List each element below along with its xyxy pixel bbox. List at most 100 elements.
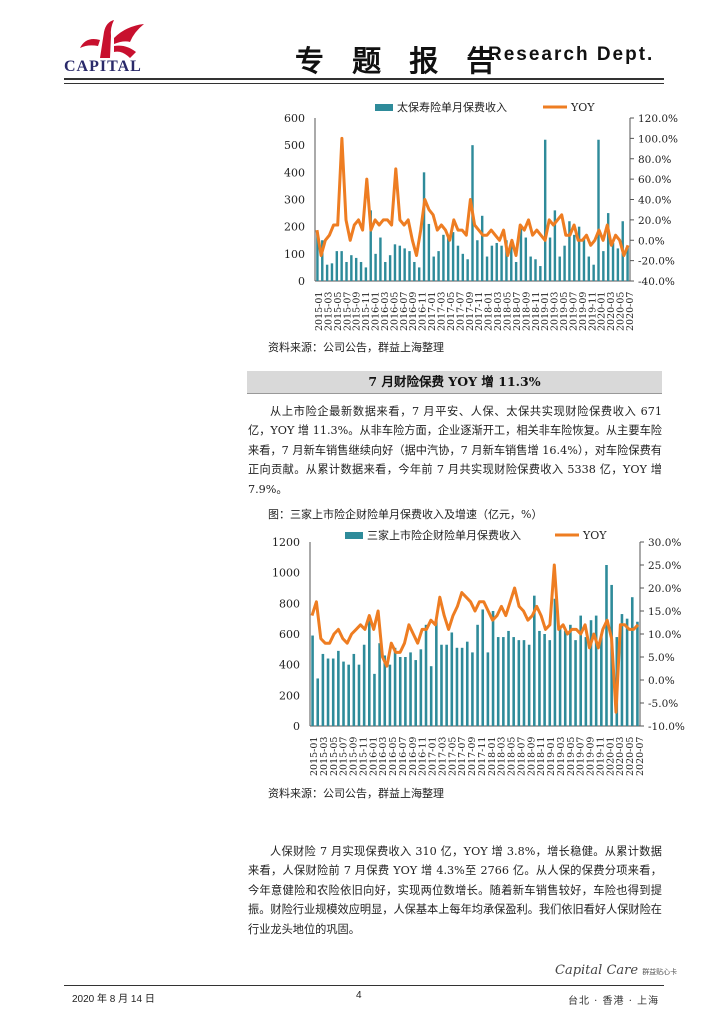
x-tick-label: 2017-01 bbox=[428, 737, 439, 776]
x-tick-label: 2019-01 bbox=[546, 737, 557, 776]
x-tick-label: 2015-09 bbox=[352, 292, 363, 331]
bar bbox=[404, 657, 407, 726]
bar bbox=[337, 650, 340, 726]
x-tick-label: 2019-09 bbox=[578, 292, 589, 331]
y-left-tick-label: 200 bbox=[284, 221, 305, 234]
x-tick-label: 2019-07 bbox=[576, 737, 587, 776]
bar bbox=[466, 259, 469, 281]
x-tick-label: 2017-01 bbox=[427, 292, 438, 331]
bar bbox=[413, 261, 416, 281]
bar bbox=[582, 237, 586, 281]
bar bbox=[587, 256, 591, 281]
x-tick-label: 2020-07 bbox=[635, 737, 646, 776]
bar bbox=[388, 255, 392, 281]
x-tick-label: 2016-11 bbox=[418, 292, 429, 331]
bar bbox=[347, 664, 350, 726]
bar bbox=[606, 213, 610, 281]
header-divider bbox=[64, 78, 664, 80]
bar bbox=[529, 256, 532, 281]
section-heading-text: 7 月财险保费 YOY 增 11.3% bbox=[368, 374, 541, 389]
bar bbox=[491, 611, 495, 726]
department-name: Research Dept. bbox=[488, 44, 655, 65]
y-right-tick-label: 15.0% bbox=[648, 606, 681, 618]
y-right-tick-label: 120.0% bbox=[638, 113, 678, 125]
y-left-tick-label: 1000 bbox=[272, 567, 300, 580]
bar bbox=[393, 647, 397, 726]
legend-bar-label: 三家上市险企财险单月保费收入 bbox=[367, 528, 521, 542]
bar bbox=[548, 237, 552, 281]
chart1-source: 资料来源：公司公告，群益上海整理 bbox=[268, 341, 444, 354]
x-tick-label: 2017-09 bbox=[467, 737, 478, 776]
bar bbox=[383, 655, 387, 726]
x-tick-label: 2017-11 bbox=[477, 737, 488, 776]
bar bbox=[574, 640, 577, 726]
x-tick-label: 2019-01 bbox=[540, 292, 551, 331]
bar bbox=[548, 640, 552, 726]
bar bbox=[460, 647, 464, 726]
x-tick-label: 2020-03 bbox=[615, 737, 626, 776]
bar bbox=[630, 597, 634, 726]
x-tick-label: 2019-07 bbox=[568, 292, 579, 331]
bar bbox=[398, 245, 402, 281]
bar bbox=[350, 255, 353, 281]
bar bbox=[354, 257, 358, 281]
bar bbox=[362, 644, 366, 726]
footer-cities: 台北 · 香港 · 上海 bbox=[568, 996, 660, 1007]
logo-text: CAPITAL bbox=[64, 58, 142, 75]
x-tick-label: 2017-05 bbox=[446, 292, 457, 331]
bar bbox=[605, 565, 608, 726]
x-tick-label: 2016-03 bbox=[378, 737, 389, 776]
bar bbox=[471, 652, 474, 726]
y-left-tick-label: 600 bbox=[279, 628, 300, 641]
x-tick-label: 2020-01 bbox=[605, 737, 616, 776]
y-right-tick-label: -10.0% bbox=[648, 721, 685, 733]
bar bbox=[626, 245, 629, 281]
bar bbox=[424, 624, 428, 726]
bar bbox=[538, 630, 541, 726]
bar bbox=[524, 237, 528, 281]
legend-bar-swatch bbox=[345, 532, 363, 539]
bar bbox=[584, 637, 588, 726]
bar bbox=[379, 237, 382, 281]
bar bbox=[378, 643, 381, 726]
x-tick-label: 2015-09 bbox=[349, 737, 360, 776]
legend-line-label: YOY bbox=[582, 529, 607, 542]
y-left-tick-label: 500 bbox=[284, 139, 305, 152]
y-left-tick-label: 0 bbox=[293, 720, 300, 733]
bar bbox=[568, 221, 571, 281]
bar bbox=[563, 630, 567, 726]
bar bbox=[388, 664, 392, 726]
page-title: 专 题 报 告 bbox=[295, 44, 505, 78]
bar bbox=[553, 210, 557, 281]
bar bbox=[620, 614, 624, 726]
x-tick-label: 2019-05 bbox=[566, 737, 577, 776]
page-number: 4 bbox=[356, 990, 362, 1001]
x-tick-label: 2019-05 bbox=[559, 292, 570, 331]
bar bbox=[611, 242, 615, 281]
y-left-tick-label: 1200 bbox=[272, 536, 300, 549]
bar bbox=[500, 245, 503, 281]
x-tick-label: 2020-03 bbox=[606, 292, 617, 331]
bar bbox=[539, 266, 542, 281]
x-tick-label: 2017-09 bbox=[465, 292, 476, 331]
x-tick-label: 2019-03 bbox=[550, 292, 561, 331]
bar bbox=[514, 261, 518, 281]
bar bbox=[527, 644, 531, 726]
bar bbox=[558, 256, 561, 281]
x-tick-label: 2018-11 bbox=[536, 737, 547, 776]
bar bbox=[429, 666, 433, 726]
y-right-tick-label: -40.0% bbox=[638, 276, 675, 288]
x-tick-label: 2018-03 bbox=[493, 292, 504, 331]
y-right-tick-label: 30.0% bbox=[648, 537, 681, 549]
paragraph-picc: 人保财险 7 月实现保费收入 310 亿，YOY 增 3.8%，增长稳健。从累计… bbox=[248, 845, 662, 936]
x-tick-label: 2018-09 bbox=[521, 292, 532, 331]
bar bbox=[422, 172, 426, 281]
bar bbox=[440, 644, 443, 726]
x-tick-label: 2017-07 bbox=[457, 737, 468, 776]
x-tick-label: 2019-03 bbox=[556, 737, 567, 776]
bar bbox=[579, 615, 582, 726]
bar bbox=[543, 139, 547, 281]
x-tick-label: 2020-01 bbox=[597, 292, 608, 331]
bar bbox=[517, 640, 521, 726]
chart-cpic-life-premium: 600 500 400 300 200 100 0 120.0% 100.0% 80.0% 60.0… bbox=[284, 100, 678, 331]
